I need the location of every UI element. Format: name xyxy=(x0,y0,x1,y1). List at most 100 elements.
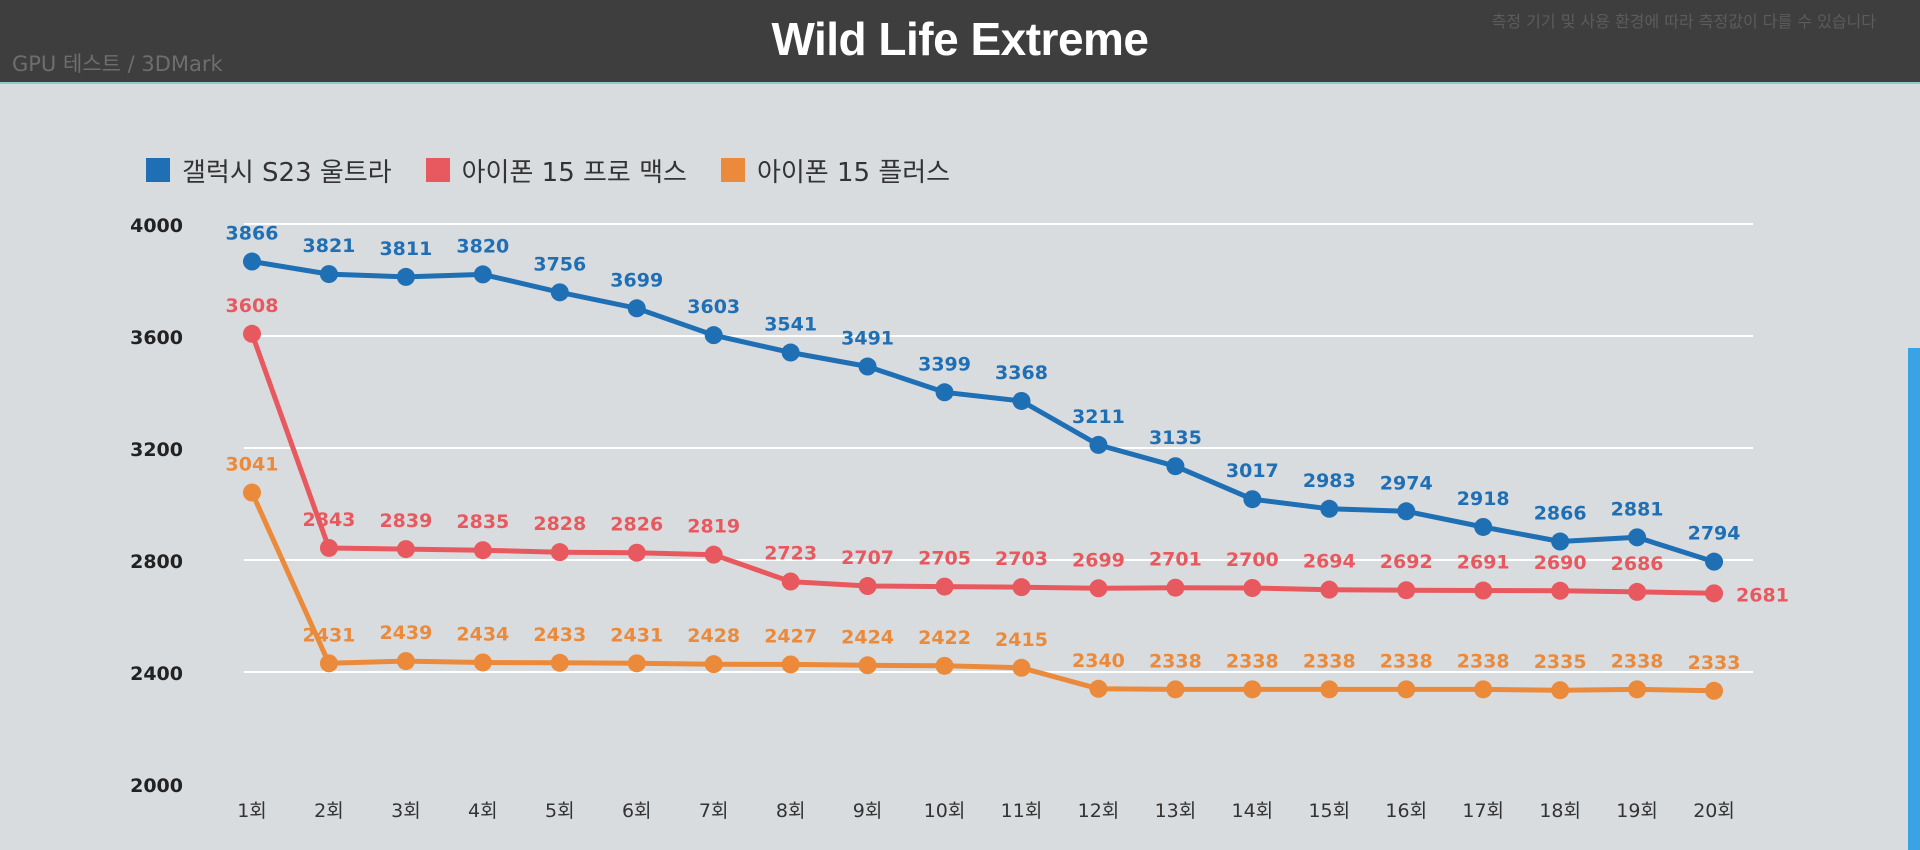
data-point xyxy=(1012,658,1031,677)
data-label: 2843 xyxy=(303,509,356,531)
legend-swatch-iphone-plus xyxy=(720,158,745,182)
data-label: 2338 xyxy=(1226,650,1279,672)
data-point xyxy=(319,538,338,557)
data-label: 2434 xyxy=(456,623,509,645)
data-point xyxy=(1474,680,1493,699)
data-label: 2424 xyxy=(841,626,894,648)
data-point xyxy=(1243,579,1262,597)
x-tick-label: 8회 xyxy=(776,800,806,822)
data-point xyxy=(1166,578,1185,597)
data-label: 2691 xyxy=(1457,552,1510,574)
data-label: 2427 xyxy=(764,625,817,647)
data-label: 2794 xyxy=(1688,523,1741,545)
data-label: 3135 xyxy=(1149,427,1202,449)
x-tick-label: 20회 xyxy=(1693,800,1735,822)
data-point xyxy=(473,265,492,284)
data-label: 3821 xyxy=(303,235,356,257)
data-label: 2681 xyxy=(1736,584,1789,606)
data-label: 3491 xyxy=(841,328,894,350)
data-point xyxy=(1166,680,1185,699)
data-label: 3820 xyxy=(456,235,509,257)
x-tick-label: 1회 xyxy=(237,800,267,822)
data-label: 2866 xyxy=(1534,503,1587,525)
data-point xyxy=(243,324,261,343)
series-line xyxy=(249,490,1717,694)
scroll-indicator xyxy=(1908,348,1920,850)
data-label: 3608 xyxy=(226,295,279,317)
data-label: 2881 xyxy=(1611,498,1664,520)
data-point xyxy=(704,326,723,345)
data-label: 2338 xyxy=(1611,650,1664,672)
data-label: 3756 xyxy=(533,253,586,275)
data-point xyxy=(1243,490,1262,509)
x-tick-label: 14회 xyxy=(1232,800,1274,822)
y-tick-label: 3200 xyxy=(130,439,183,461)
data-point xyxy=(1474,517,1493,536)
x-tick-label: 9회 xyxy=(853,800,883,822)
data-label: 2415 xyxy=(995,629,1048,651)
data-label: 2835 xyxy=(456,511,509,533)
data-label: 2338 xyxy=(1457,650,1510,672)
x-tick-label: 16회 xyxy=(1385,800,1427,822)
data-point xyxy=(1397,581,1416,600)
x-tick-label: 10회 xyxy=(924,800,966,822)
data-label: 2422 xyxy=(918,627,971,649)
data-label: 2700 xyxy=(1226,549,1279,571)
data-point xyxy=(1705,552,1724,571)
data-label: 2439 xyxy=(379,622,432,644)
data-label: 2839 xyxy=(379,510,432,532)
x-tick-label: 5회 xyxy=(545,800,575,822)
data-point xyxy=(550,543,569,562)
disclaimer-text: 측정 기기 및 사용 환경에 따라 측정값이 다를 수 있습니다 xyxy=(1491,12,1876,31)
data-label: 2703 xyxy=(995,548,1048,570)
data-point xyxy=(1089,679,1108,698)
data-label: 3541 xyxy=(764,314,817,336)
x-tick-label: 18회 xyxy=(1539,800,1581,822)
data-point xyxy=(1243,680,1262,699)
data-point xyxy=(396,267,415,286)
data-point xyxy=(627,299,646,318)
data-point xyxy=(1628,528,1647,547)
header-bar: Wild Life Extreme GPU 테스트 / 3DMark 측정 기기… xyxy=(0,0,1920,84)
data-label: 2433 xyxy=(533,624,586,646)
data-label: 2826 xyxy=(610,514,663,536)
data-label: 3866 xyxy=(226,223,279,245)
x-tick-label: 19회 xyxy=(1616,800,1658,822)
y-tick-label: 2400 xyxy=(130,663,183,685)
category-label: GPU 테스트 / 3DMark xyxy=(12,52,223,76)
data-point xyxy=(1089,579,1108,598)
x-tick-label: 12회 xyxy=(1078,800,1120,822)
data-label: 2692 xyxy=(1380,551,1433,573)
legend-label-iphone-pro-max: 아이폰 15 프로 맥스 xyxy=(461,157,687,188)
data-label: 3603 xyxy=(687,296,740,318)
data-point xyxy=(1012,391,1031,410)
data-point xyxy=(1397,502,1416,521)
data-label: 2338 xyxy=(1149,650,1202,672)
x-tick-label: 11회 xyxy=(1001,800,1043,822)
data-label: 2431 xyxy=(610,624,663,646)
data-point xyxy=(243,252,261,271)
data-point xyxy=(1705,584,1724,603)
data-label: 2819 xyxy=(687,516,740,538)
data-point xyxy=(243,483,261,502)
legend-swatch-iphone-pro-max xyxy=(425,158,450,182)
series-line xyxy=(249,259,1717,565)
data-point xyxy=(1628,680,1647,699)
x-tick-label: 7회 xyxy=(699,800,729,822)
legend-label-iphone-plus: 아이폰 15 플러스 xyxy=(756,157,951,188)
data-label: 3699 xyxy=(610,269,663,291)
legend: 갤럭시 S23 울트라 아이폰 15 프로 맥스 아이폰 15 플러스 xyxy=(146,150,984,190)
data-point xyxy=(550,653,569,672)
y-tick-label: 2000 xyxy=(130,775,183,797)
data-label: 2686 xyxy=(1611,553,1664,575)
data-label: 2431 xyxy=(303,624,356,646)
data-point xyxy=(858,577,877,596)
data-point xyxy=(1474,581,1493,600)
data-point xyxy=(1551,681,1570,700)
data-point xyxy=(1705,681,1724,700)
data-point xyxy=(935,656,954,675)
data-point xyxy=(858,357,877,376)
data-point xyxy=(704,655,723,674)
data-label: 2338 xyxy=(1380,650,1433,672)
